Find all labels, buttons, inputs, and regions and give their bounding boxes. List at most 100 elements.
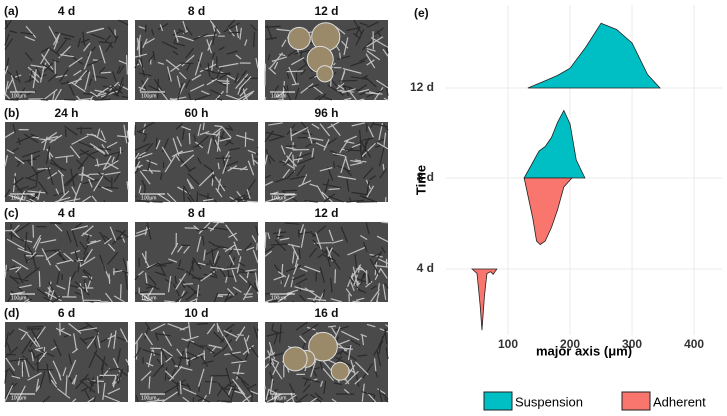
micrograph: 100μm (135, 222, 258, 302)
time-label: 8 d (188, 4, 205, 18)
micrograph: 100μm (135, 20, 258, 100)
time-label: 10 d (184, 306, 208, 320)
panel-label: (e) (414, 6, 429, 20)
panel-label: (d) (4, 306, 19, 320)
micrograph: 100μm (5, 322, 128, 402)
time-label: 8 d (188, 206, 205, 220)
cell (381, 222, 388, 223)
cell (76, 260, 82, 261)
cell (293, 301, 294, 302)
micrograph: 100μm (5, 222, 128, 302)
cell (257, 328, 258, 330)
scale-bar-label: 100μm (271, 295, 286, 301)
cell (27, 326, 43, 327)
scale-bar-label: 100μm (11, 195, 26, 201)
cell (179, 63, 193, 64)
legend-swatch (484, 392, 512, 410)
cell (189, 357, 190, 367)
x-tick-label: 100 (498, 337, 518, 351)
panel-label: (c) (4, 206, 19, 220)
cell (329, 189, 340, 190)
y-axis-title: Time (413, 165, 428, 195)
cell (335, 269, 336, 283)
time-label: 12 d (314, 4, 338, 18)
time-label: 24 h (54, 106, 78, 120)
y-tick-label: 12 d (410, 80, 434, 94)
scale-bar-label: 100μm (11, 93, 26, 99)
image-bg (135, 122, 258, 202)
micrograph: 100μm (5, 20, 128, 100)
cell (353, 301, 360, 302)
spheroid (317, 66, 333, 82)
cell (383, 164, 384, 170)
cell (149, 376, 150, 388)
cell (282, 190, 297, 191)
cell (50, 223, 62, 224)
cell (27, 301, 30, 302)
cell (367, 270, 368, 284)
cell (197, 323, 208, 324)
cell (254, 32, 255, 47)
image-bg (5, 20, 128, 100)
cell (89, 174, 104, 175)
cell (6, 354, 16, 355)
time-label: 4 d (58, 206, 75, 220)
cell (274, 401, 284, 402)
micrograph: 100μm (265, 322, 388, 402)
scale-bar-label: 100μm (11, 395, 26, 401)
y-tick-label: 4 d (417, 261, 434, 275)
micrograph: 100μm (265, 122, 388, 202)
time-label: 4 d (58, 4, 75, 18)
legend-swatch (622, 392, 650, 410)
spheroid (288, 27, 310, 49)
micrograph: 100μm (135, 322, 258, 402)
scale-bar-label: 100μm (271, 195, 286, 201)
cell (245, 297, 252, 298)
micrograph: 100μm (265, 20, 388, 100)
cell (158, 79, 159, 99)
scale-bar-label: 100μm (141, 395, 156, 401)
cell (89, 301, 94, 302)
cell (189, 133, 190, 144)
panel-label: (b) (4, 106, 19, 120)
legend-label: Adherent (653, 394, 706, 409)
cell (287, 71, 305, 72)
spheroid (331, 362, 349, 380)
cell (39, 271, 40, 287)
legend-label: Suspension (515, 394, 583, 409)
x-tick-label: 400 (684, 337, 704, 351)
scale-bar-label: 100μm (141, 93, 156, 99)
scale-bar-label: 100μm (271, 395, 286, 401)
time-label: 96 h (314, 106, 338, 120)
cell (65, 129, 66, 137)
cell (340, 52, 341, 58)
cell (257, 147, 258, 148)
cell (312, 301, 316, 302)
cell (104, 200, 105, 202)
panel-label: (a) (4, 4, 19, 18)
scale-bar-label: 100μm (141, 295, 156, 301)
cell (184, 188, 185, 202)
cell (291, 128, 292, 141)
cell (33, 225, 34, 238)
cell (101, 72, 111, 73)
micrograph: 100μm (135, 122, 258, 202)
time-label: 6 d (58, 306, 75, 320)
cell (183, 284, 193, 285)
time-label: 60 h (184, 106, 208, 120)
cell (11, 224, 12, 240)
micrograph: 100μm (5, 122, 128, 202)
micrograph: 100μm (265, 222, 388, 302)
scale-bar-label: 100μm (11, 295, 26, 301)
cell (247, 201, 258, 202)
cell (339, 80, 357, 81)
cell (127, 55, 128, 74)
cell (215, 158, 231, 159)
x-axis-title: major axis (μm) (536, 343, 632, 358)
scale-bar-label: 100μm (141, 195, 156, 201)
scale-bar-label: 100μm (271, 93, 286, 99)
time-label: 12 d (314, 206, 338, 220)
spheroid (283, 347, 307, 371)
cell (265, 97, 266, 100)
